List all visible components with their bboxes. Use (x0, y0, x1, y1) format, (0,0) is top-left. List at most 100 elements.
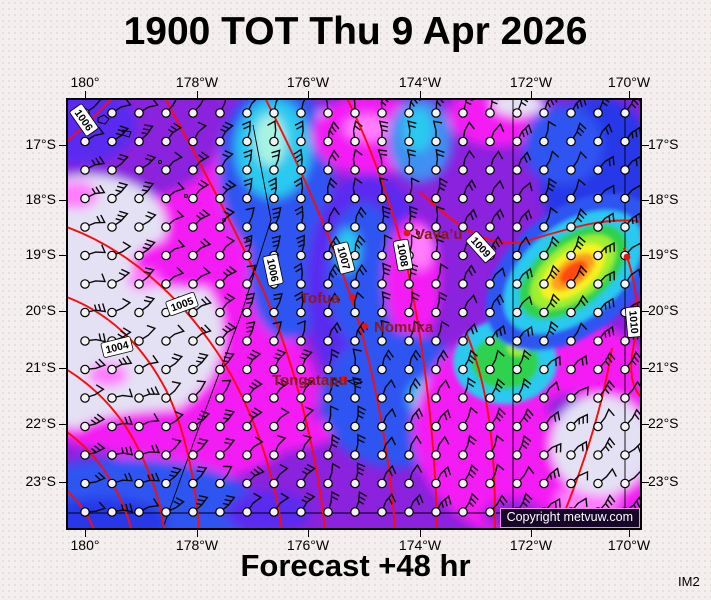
wind-barb (165, 100, 177, 114)
station-circle (512, 393, 522, 403)
wind-barb (543, 467, 560, 484)
station-circle (161, 136, 171, 147)
wind-barb (327, 348, 340, 370)
station-circle (107, 393, 117, 403)
wind-barb (516, 377, 532, 399)
wind-barb (192, 100, 204, 114)
wind-barb (543, 177, 557, 199)
isobar-label: 1010 (624, 306, 640, 338)
station-circle (161, 364, 171, 375)
wind-barb (516, 407, 534, 427)
station-circle (512, 136, 522, 147)
station-circle (539, 336, 549, 346)
wind-barb (354, 490, 368, 513)
wind-barb (192, 438, 209, 456)
station-circle (215, 478, 225, 489)
station-circle (80, 336, 90, 346)
wind-barb (408, 493, 424, 513)
wind-barb (489, 122, 505, 142)
station-circle (512, 336, 522, 346)
station-circle (188, 279, 198, 289)
station-circle (134, 250, 144, 261)
station-circle (350, 421, 360, 432)
station-circle (134, 478, 144, 489)
station-circle (188, 364, 198, 375)
station-circle (296, 336, 306, 346)
wind-barb (84, 126, 105, 143)
station-circle (188, 108, 198, 118)
station-circle (458, 393, 468, 403)
axis-tick (531, 91, 532, 98)
station-circle (134, 507, 144, 517)
station-circle (539, 165, 549, 175)
station-circle (539, 279, 549, 289)
wind-barb (111, 388, 134, 399)
wind-barb (570, 322, 588, 342)
wind-barb (192, 352, 209, 371)
station-circle (539, 478, 549, 489)
wind-barb (543, 293, 560, 313)
wind-barb (271, 149, 281, 171)
wind-barb (243, 234, 253, 256)
wind-barb (354, 462, 366, 484)
station-circle (620, 108, 630, 118)
wind-barb (267, 177, 278, 199)
station-circle (620, 222, 630, 232)
station-circle (215, 450, 225, 460)
station-circle (242, 136, 252, 147)
wind-barb (354, 234, 366, 256)
wind-barb (84, 184, 106, 200)
wind-barb (570, 121, 587, 142)
station-circle (215, 336, 225, 346)
lat-label-right: 18°S (648, 191, 679, 207)
wind-barb (516, 267, 533, 285)
wind-barb (570, 294, 589, 313)
wind-barb (381, 205, 391, 228)
wind-barb (406, 148, 417, 171)
wind-barb (219, 150, 234, 171)
station-circle (377, 108, 387, 118)
station-circle (512, 364, 522, 375)
station-circle (485, 307, 495, 318)
station-circle (431, 136, 441, 147)
wind-barb (165, 497, 185, 513)
wind-barb (138, 498, 160, 513)
wind-barb (462, 208, 478, 228)
station-circle (323, 136, 333, 147)
station-circle (377, 136, 387, 147)
wind-barb (192, 209, 211, 228)
wind-barb (408, 320, 422, 342)
station-circle (188, 307, 198, 318)
wind-barb (462, 377, 476, 399)
station-circle (350, 136, 360, 147)
wind-barb (381, 234, 393, 256)
wind-barb (192, 151, 210, 171)
wind-barb (273, 463, 289, 484)
copyright-badge: Copyright metvuw.com (499, 508, 640, 528)
station-circle (512, 193, 522, 204)
station-circle (80, 165, 90, 175)
wind-barb (381, 378, 396, 399)
axis-tick (197, 91, 198, 98)
axis-tick (642, 200, 649, 201)
station-circle (512, 165, 522, 175)
wind-barb (543, 320, 559, 342)
station-circle (431, 421, 441, 432)
station-circle (269, 165, 279, 175)
wind-barb (273, 100, 279, 114)
axis-tick (308, 530, 309, 537)
wind-barb (111, 503, 134, 513)
station-circle (404, 136, 414, 147)
wind-barb (543, 355, 561, 370)
wind-barb (489, 349, 505, 370)
wind-barb (435, 408, 452, 427)
wind-barb (543, 497, 561, 513)
wind-barb (300, 434, 313, 456)
station-circle (80, 507, 90, 517)
station-circle (620, 364, 630, 375)
wind-barb (462, 463, 479, 484)
axis-tick (308, 91, 309, 98)
station-circle (566, 250, 576, 261)
wind-barb (516, 100, 529, 114)
